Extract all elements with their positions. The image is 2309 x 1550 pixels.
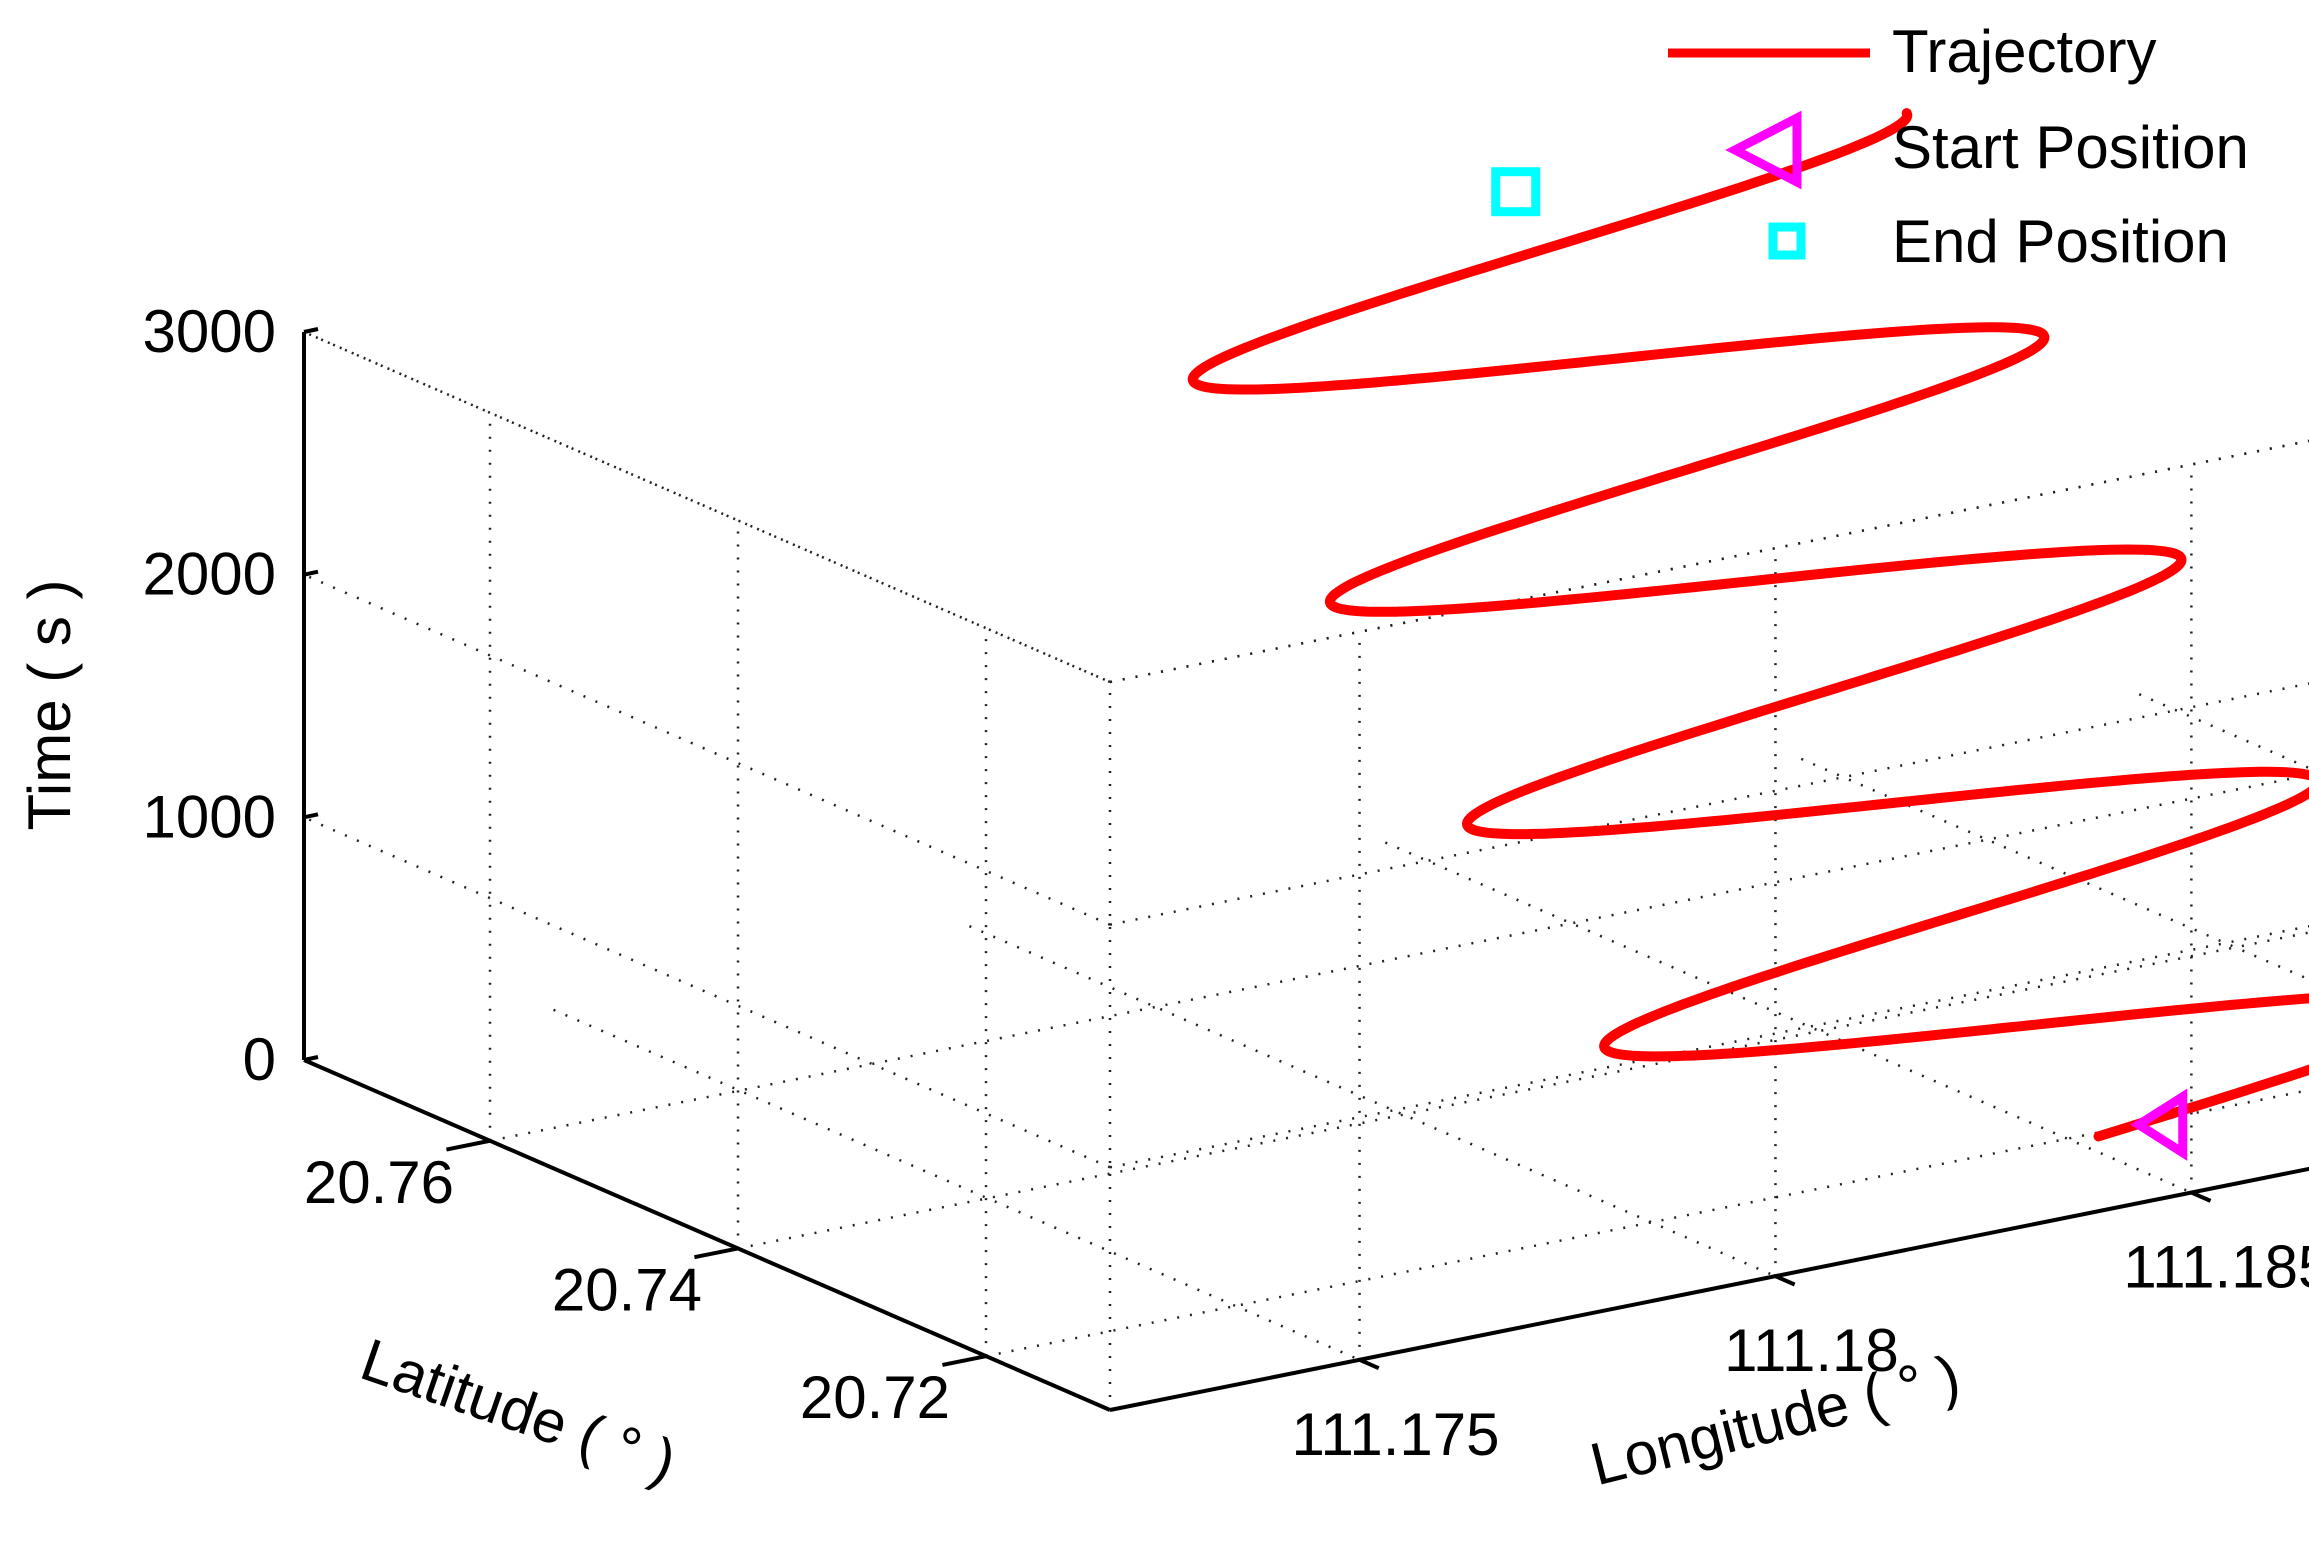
- x-tick-0: [1358, 1357, 1380, 1370]
- start-position-marker: [2130, 1088, 2188, 1161]
- y-grid-floor-2: [489, 773, 2309, 1142]
- y-axis-label: Latitude ( ° ): [353, 1326, 684, 1496]
- z-tick-1: [303, 812, 319, 820]
- legend-trajectory-label: Trajectory: [1892, 18, 2157, 85]
- z-grid-back-wall-3: [1109, 439, 2309, 684]
- end-position-marker: [1491, 167, 1541, 217]
- trajectory-line: [1187, 108, 2309, 1142]
- legend-start-label: Start Position: [1892, 114, 2249, 181]
- z-tick-label-0: 0: [243, 1026, 276, 1093]
- grid-layer: [303, 330, 2309, 1412]
- legend-start-marker: [1725, 110, 1802, 190]
- x-grid-floor-3: [1800, 757, 2309, 981]
- x-tick-1: [1774, 1274, 1796, 1287]
- box-edge-top-back: [1109, 439, 2309, 684]
- x-tick-2: [2190, 1190, 2212, 1203]
- z-tick-label-1: 1000: [143, 783, 276, 850]
- z-tick-label-2: 2000: [143, 541, 276, 608]
- z-grid-back-wall-2: [1109, 682, 2309, 926]
- y-tick-label-0: 20.72: [800, 1364, 950, 1431]
- legend-end-marker: [1768, 222, 1806, 260]
- y-grid-floor-1: [737, 931, 2309, 1250]
- legend: Trajectory Start Position End Position: [1668, 18, 2249, 275]
- x-tick-label-2: 111.185: [2123, 1234, 2309, 1301]
- y-tick-label-2: 20.76: [304, 1149, 454, 1216]
- z-grid-left-wall-1: [303, 816, 1111, 1169]
- box-edge-floor-right: [2133, 690, 2309, 770]
- x-axis-line: [1109, 1166, 2309, 1412]
- z-axis-label: Time ( s ): [16, 579, 83, 830]
- ticks-layer: 0 1000 2000 3000 20.72 20.74 20.76 111.175 111.1…: [143, 298, 2309, 1468]
- x-tick-label-1: 111.18: [1724, 1317, 1899, 1384]
- x-grid-floor-1: [968, 925, 1776, 1278]
- axes-layer: [302, 332, 2309, 1412]
- z-tick-label-3: 3000: [143, 298, 276, 365]
- x-tick-label-0: 111.175: [1292, 1401, 1500, 1468]
- z-tick-3: [303, 327, 319, 334]
- z-grid-back-wall-0: [1109, 1167, 2309, 1412]
- z-grid-back-wall-1: [1109, 924, 2309, 1169]
- z-grid-left-wall-2: [303, 573, 1111, 926]
- z-tick-0: [303, 1055, 319, 1062]
- y-axis-line: [303, 1058, 1111, 1412]
- y-tick-0: [942, 1354, 987, 1367]
- y-tick-1: [694, 1246, 739, 1260]
- legend-end-label: End Position: [1892, 208, 2229, 275]
- data-layer: [1187, 108, 2309, 1161]
- z-tick-2: [303, 569, 319, 577]
- y-tick-label-1: 20.74: [552, 1256, 702, 1323]
- y-tick-2: [446, 1138, 491, 1152]
